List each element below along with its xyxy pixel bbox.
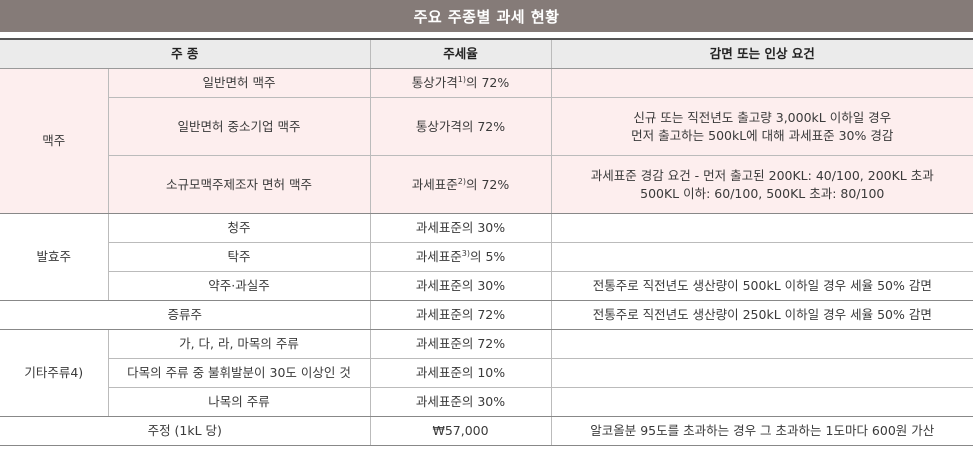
row-rate: 과세표준2)의 72% [370, 155, 552, 214]
row-rate: 과세표준의 10% [370, 358, 552, 388]
row-rate: 과세표준의 30% [370, 213, 552, 243]
row-rate: 과세표준의 30% [370, 387, 552, 417]
row-rate: 통상가격의 72% [370, 97, 552, 156]
row-condition: 과세표준 경감 요건 - 먼저 출고된 200KL: 40/100, 200KL… [551, 155, 973, 214]
row-name: 일반면허 중소기업 맥주 [108, 97, 371, 156]
row-rate: 과세표준의 30% [370, 271, 552, 301]
row-condition: 신규 또는 직전년도 출고량 3,000kL 이하일 경우 먼저 출고하는 500… [551, 97, 973, 156]
row-name: 탁주 [108, 242, 371, 272]
row-condition: 알코올분 95도를 초과하는 경우 그 초과하는 1도마다 600원 가산 [551, 416, 973, 446]
row-condition [551, 213, 973, 243]
table-row: 소규모맥주제조자 면허 맥주 과세표준2)의 72% 과세표준 경감 요건 - … [0, 155, 973, 214]
table-row: 기타주류4) 가, 다, 라, 마목의 주류 과세표준의 72% [0, 329, 973, 417]
table-row: 주정 (1kL 당) ₩57,000 알코올분 95도를 초과하는 경우 그 초… [0, 416, 973, 446]
row-name: 청주 [108, 213, 371, 243]
header-tax-rate: 주세율 [370, 38, 552, 69]
table-row: 탁주 과세표준3)의 5% [0, 242, 973, 272]
row-name: 소규모맥주제조자 면허 맥주 [108, 155, 371, 214]
row-name: 가, 다, 라, 마목의 주류 [108, 329, 371, 359]
tax-table: 주 종 주세율 감면 또는 인상 요건 맥주 일반면허 맥주 통상가격1)의 7… [0, 38, 973, 446]
row-name: 나목의 주류 [108, 387, 371, 417]
row-condition: 전통주로 직전년도 생산량이 250kL 이하일 경우 세율 50% 감면 [551, 300, 973, 330]
table-row: 다목의 주류 중 불휘발분이 30도 이상인 것 과세표준의 10% [0, 358, 973, 388]
table-row: 나목의 주류 과세표준의 30% [0, 387, 973, 417]
header-row: 주 종 주세율 감면 또는 인상 요건 [0, 38, 973, 69]
row-name: 다목의 주류 중 불휘발분이 30도 이상인 것 [108, 358, 371, 388]
header-type: 주 종 [0, 38, 371, 69]
row-rate: 과세표준의 72% [370, 300, 552, 330]
row-condition: 전통주로 직전년도 생산량이 500kL 이하일 경우 세율 50% 감면 [551, 271, 973, 301]
group-beer: 맥주 [0, 68, 109, 214]
table-row: 약주·과실주 과세표준의 30% 전통주로 직전년도 생산량이 500kL 이하… [0, 271, 973, 301]
table-row: 증류주 과세표준의 72% 전통주로 직전년도 생산량이 250kL 이하일 경… [0, 300, 973, 330]
table-row: 발효주 청주 과세표준의 30% [0, 213, 973, 301]
table-title: 주요 주종별 과세 현황 [0, 0, 973, 32]
table-row: 일반면허 중소기업 맥주 통상가격의 72% 신규 또는 직전년도 출고량 3,… [0, 97, 973, 156]
row-name: 주정 (1kL 당) [0, 416, 371, 446]
row-name: 일반면허 맥주 [108, 68, 371, 98]
row-rate: 과세표준3)의 5% [370, 242, 552, 272]
row-rate: 과세표준의 72% [370, 329, 552, 359]
group-fermented: 발효주 [0, 213, 109, 301]
row-condition [551, 242, 973, 272]
table-row: 맥주 일반면허 맥주 통상가격1)의 72% [0, 68, 973, 214]
row-condition [551, 68, 973, 98]
row-name: 약주·과실주 [108, 271, 371, 301]
row-condition [551, 358, 973, 388]
row-name: 증류주 [0, 300, 371, 330]
group-other: 기타주류4) [0, 329, 109, 417]
row-condition [551, 329, 973, 359]
row-rate: 통상가격1)의 72% [370, 68, 552, 98]
header-condition: 감면 또는 인상 요건 [551, 38, 973, 69]
row-rate: ₩57,000 [370, 416, 552, 446]
row-condition [551, 387, 973, 417]
